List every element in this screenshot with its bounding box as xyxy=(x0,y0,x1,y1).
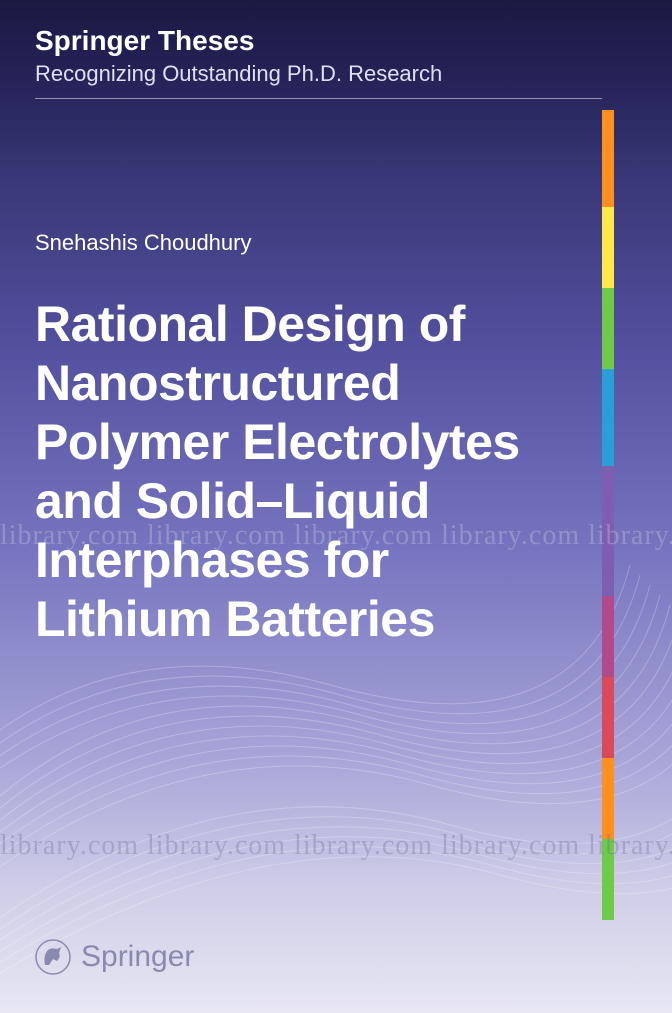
series-title: Springer Theses xyxy=(35,25,592,57)
springer-horse-icon xyxy=(35,939,71,975)
publisher-name: Springer xyxy=(81,940,194,974)
publisher-block: Springer xyxy=(35,939,194,975)
series-subtitle: Recognizing Outstanding Ph.D. Research xyxy=(35,61,592,87)
author-name: Snehashis Choudhury xyxy=(35,230,251,256)
spine-color-bars xyxy=(602,110,614,920)
book-title: Rational Design of Nanostructured Polyme… xyxy=(35,295,577,649)
book-cover: Springer Theses Recognizing Outstanding … xyxy=(0,0,672,1013)
watermark-line: library.com library.com library.com libr… xyxy=(0,830,672,862)
series-header: Springer Theses Recognizing Outstanding … xyxy=(35,25,592,87)
header-divider xyxy=(35,98,602,99)
